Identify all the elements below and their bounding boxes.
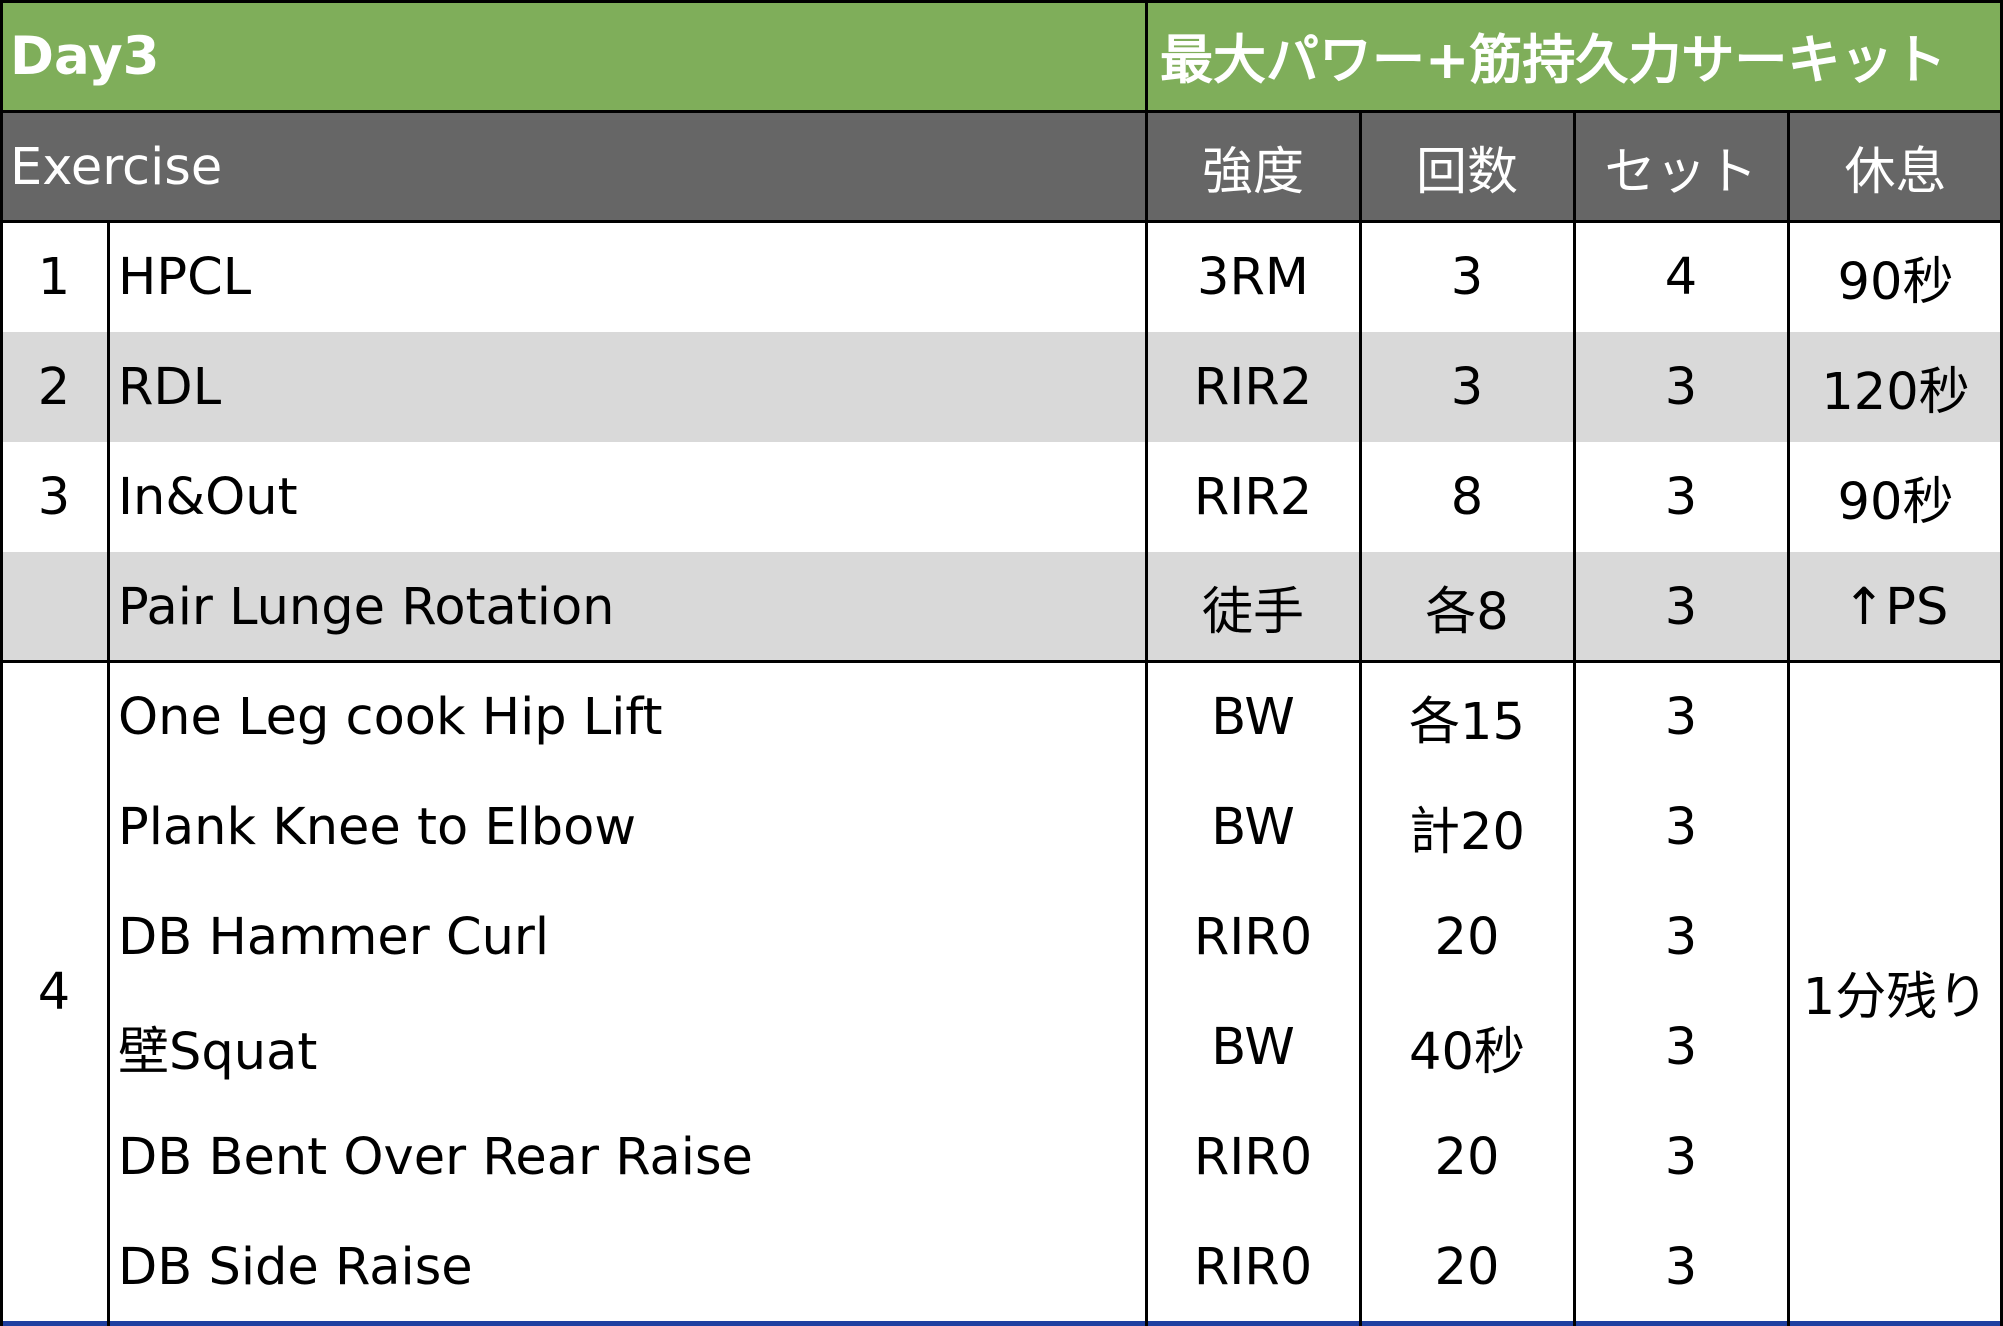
column-divider <box>1573 110 1576 1326</box>
intensity-value: RIR2 <box>1146 332 1360 442</box>
header-rest: 休息 <box>1788 112 2003 222</box>
exercise-name: One Leg cook Hip Lift <box>108 662 1146 772</box>
reps-value: 20 <box>1360 882 1574 992</box>
intensity-value: RIR2 <box>1146 442 1360 552</box>
intensity-value: RIR0 <box>1146 1102 1360 1212</box>
header-reps: 回数 <box>1360 112 1574 222</box>
intensity-value: BW <box>1146 772 1360 882</box>
rest-value: 120秒 <box>1788 332 2003 442</box>
intensity-value: RIR0 <box>1146 882 1360 992</box>
sets-value: 3 <box>1574 772 1788 882</box>
exercise-name: RDL <box>108 332 1146 442</box>
sets-value: 3 <box>1574 882 1788 992</box>
sets-value: 3 <box>1574 332 1788 442</box>
sets-value: 3 <box>1574 1212 1788 1322</box>
reps-value: 20 <box>1360 1212 1574 1322</box>
title-divider <box>0 110 2003 113</box>
row-number: 3 <box>0 442 108 552</box>
sets-value: 3 <box>1574 662 1788 772</box>
exercise-name: Pair Lunge Rotation <box>108 552 1146 662</box>
circuit-rest: 1分残り <box>1788 662 2003 1322</box>
intensity-value: BW <box>1146 662 1360 772</box>
column-divider <box>1787 110 1790 1326</box>
row-number <box>0 552 108 662</box>
rest-value: 90秒 <box>1788 222 2003 332</box>
reps-value: 各15 <box>1360 662 1574 772</box>
table-border-right <box>2000 0 2003 1326</box>
reps-value: 40秒 <box>1360 992 1574 1102</box>
intensity-value: RIR0 <box>1146 1212 1360 1322</box>
reps-value: 各8 <box>1360 552 1574 662</box>
sets-value: 4 <box>1574 222 1788 332</box>
header-sets: セット <box>1574 112 1788 222</box>
intensity-value: 徒手 <box>1146 552 1360 662</box>
row-number: 2 <box>0 332 108 442</box>
rest-value: 90秒 <box>1788 442 2003 552</box>
table-border-left <box>0 0 3 1326</box>
exercise-name: DB Bent Over Rear Raise <box>108 1102 1146 1212</box>
circuit-number: 4 <box>0 662 108 1322</box>
header-intensity: 強度 <box>1146 112 1360 222</box>
exercise-name: DB Side Raise <box>108 1212 1146 1322</box>
column-divider <box>1359 110 1362 1326</box>
rest-value: ↑PS <box>1788 552 2003 662</box>
sets-value: 3 <box>1574 442 1788 552</box>
reps-value: 3 <box>1360 222 1574 332</box>
intensity-value: 3RM <box>1146 222 1360 332</box>
circuit-divider <box>0 660 2003 663</box>
table-border-top <box>0 0 2003 3</box>
program-title: 最大パワー+筋持久力サーキット <box>1146 0 2003 112</box>
header-exercise: Exercise <box>0 112 1146 222</box>
sets-value: 3 <box>1574 992 1788 1102</box>
exercise-name: HPCL <box>108 222 1146 332</box>
row-number: 1 <box>0 222 108 332</box>
reps-value: 8 <box>1360 442 1574 552</box>
sets-value: 3 <box>1574 552 1788 662</box>
exercise-name: 壁Squat <box>108 992 1146 1102</box>
reps-value: 20 <box>1360 1102 1574 1212</box>
exercise-name: Plank Knee to Elbow <box>108 772 1146 882</box>
table-border-bottom <box>0 1321 2003 1326</box>
reps-value: 3 <box>1360 332 1574 442</box>
day-label: Day3 <box>0 0 1146 112</box>
header-divider <box>0 220 2003 223</box>
reps-value: 計20 <box>1360 772 1574 882</box>
number-column-divider <box>107 220 110 1326</box>
intensity-value: BW <box>1146 992 1360 1102</box>
exercise-name: In&Out <box>108 442 1146 552</box>
sets-value: 3 <box>1574 1102 1788 1212</box>
exercise-name: DB Hammer Curl <box>108 882 1146 992</box>
column-divider <box>1145 0 1148 1326</box>
